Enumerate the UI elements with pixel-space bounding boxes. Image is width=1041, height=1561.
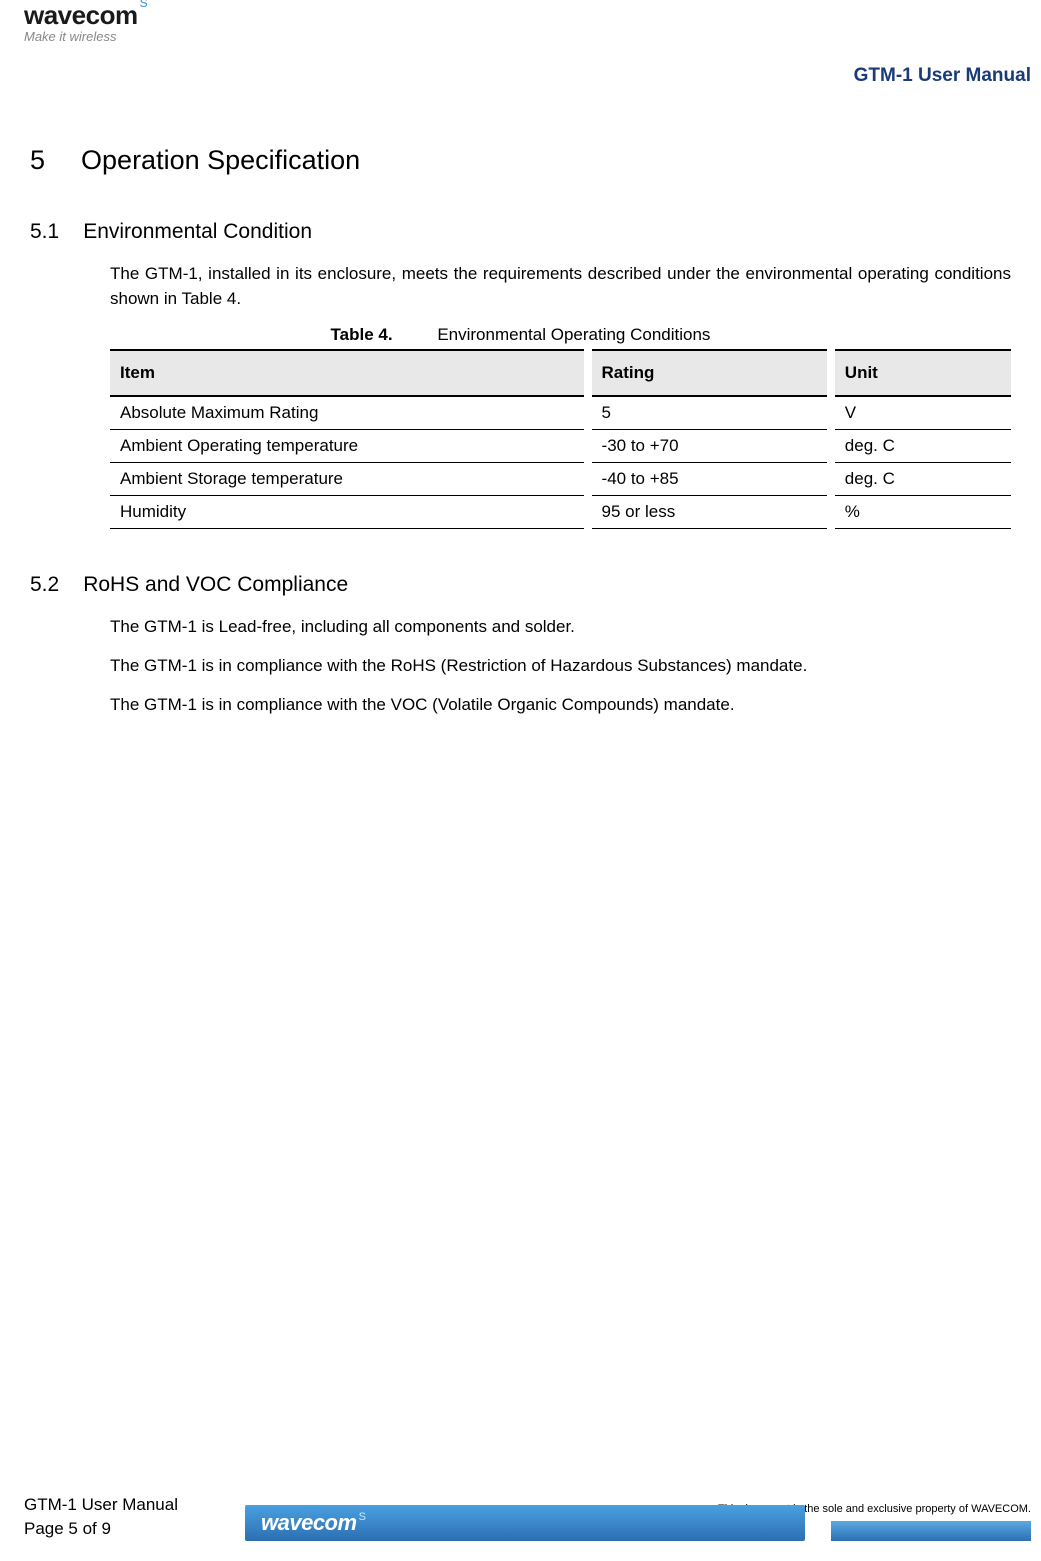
footer-accent-bar bbox=[831, 1521, 1031, 1541]
table-row: Absolute Maximum Rating 5 V bbox=[110, 396, 1011, 430]
subsection-5-2-p2: The GTM-1 is in compliance with the RoHS… bbox=[110, 654, 1011, 679]
subsection-number: 5.2 bbox=[30, 573, 59, 597]
col-item: Item bbox=[110, 350, 588, 396]
subsection-number: 5.1 bbox=[30, 220, 59, 244]
subsection-5-1-heading: 5.1 Environmental Condition bbox=[30, 220, 1011, 244]
section-heading: 5 Operation Specification bbox=[30, 145, 1011, 176]
subsection-5-2-p1: The GTM-1 is Lead-free, including all co… bbox=[110, 615, 1011, 640]
footer-left-block: GTM-1 User Manual Page 5 of 9 bbox=[24, 1493, 178, 1541]
logo-tagline: Make it wireless bbox=[24, 29, 148, 44]
table-caption-text: Environmental Operating Conditions bbox=[437, 325, 710, 344]
environmental-conditions-table: Item Rating Unit Absolute Maximum Rating… bbox=[110, 349, 1011, 529]
footer-logo-superscript: S bbox=[359, 1511, 366, 1523]
table-4-caption: Table 4. Environmental Operating Conditi… bbox=[30, 325, 1011, 345]
header-doc-title: GTM-1 User Manual bbox=[854, 65, 1031, 87]
section-title: Operation Specification bbox=[81, 145, 360, 176]
footer-doc-title: GTM-1 User Manual bbox=[24, 1493, 178, 1517]
footer-brand-band: wavecom S bbox=[245, 1505, 805, 1541]
logo-superscript: S bbox=[140, 0, 148, 10]
table-row: Humidity 95 or less % bbox=[110, 496, 1011, 529]
subsection-5-2-p3: The GTM-1 is in compliance with the VOC … bbox=[110, 693, 1011, 718]
subsection-5-1-paragraph: The GTM-1, installed in its enclosure, m… bbox=[110, 262, 1011, 311]
col-unit: Unit bbox=[831, 350, 1011, 396]
table-4: Item Rating Unit Absolute Maximum Rating… bbox=[110, 349, 1011, 529]
footer-logo-wordmark: wavecom bbox=[261, 1510, 357, 1536]
logo-wordmark: wavecom bbox=[24, 0, 138, 31]
page-content: 5 Operation Specification 5.1 Environmen… bbox=[0, 105, 1041, 717]
subsection-title: RoHS and VOC Compliance bbox=[83, 573, 348, 597]
table-row: Ambient Operating temperature -30 to +70… bbox=[110, 430, 1011, 463]
table-caption-label: Table 4. bbox=[331, 325, 393, 344]
section-number: 5 bbox=[30, 145, 45, 176]
footer-page-number: Page 5 of 9 bbox=[24, 1517, 178, 1541]
table-row: Ambient Storage temperature -40 to +85 d… bbox=[110, 463, 1011, 496]
subsection-5-2-heading: 5.2 RoHS and VOC Compliance bbox=[30, 573, 1011, 597]
table-header-row: Item Rating Unit bbox=[110, 350, 1011, 396]
page-header: wavecom S Make it wireless GTM-1 User Ma… bbox=[0, 0, 1041, 105]
col-rating: Rating bbox=[588, 350, 831, 396]
header-swoosh-graphic bbox=[0, 0, 1041, 110]
page-footer: GTM-1 User Manual Page 5 of 9 This docum… bbox=[0, 1493, 1041, 1541]
brand-logo: wavecom S Make it wireless bbox=[24, 0, 148, 44]
subsection-title: Environmental Condition bbox=[83, 220, 312, 244]
page: wavecom S Make it wireless GTM-1 User Ma… bbox=[0, 0, 1041, 1561]
